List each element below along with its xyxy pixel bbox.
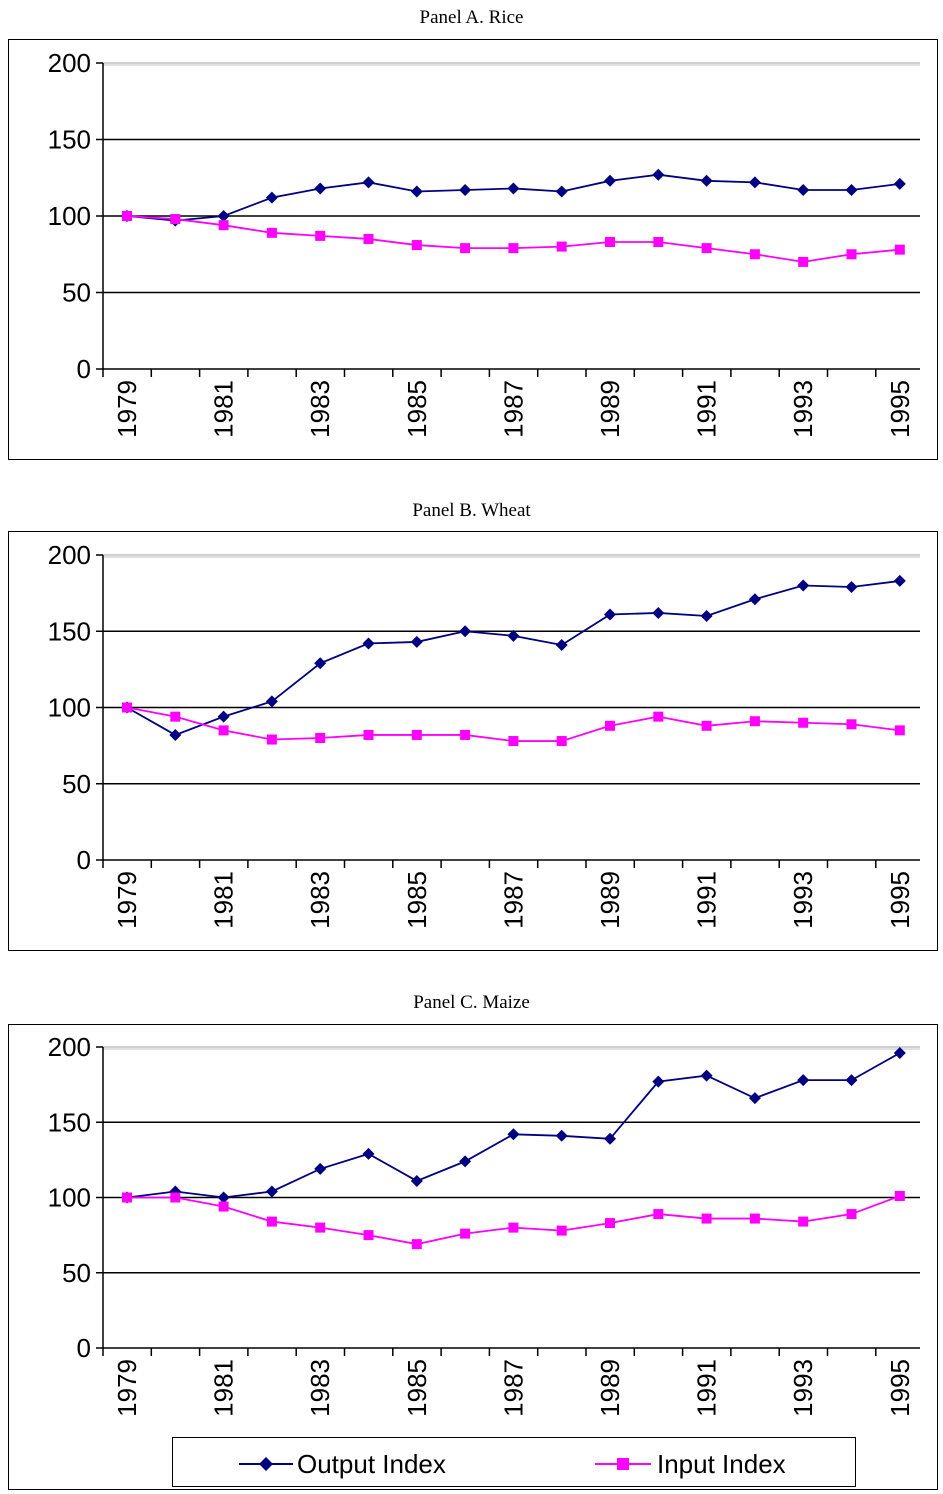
panel-a-title: Panel A. Rice <box>419 7 524 28</box>
panel-b-chart-frame <box>8 531 938 951</box>
panel-b-title: Panel B. Wheat <box>412 500 531 521</box>
legend-graphic: Output Index Input Index <box>239 1449 786 1479</box>
chart-legend: Output Index Input Index <box>172 1437 856 1487</box>
panel-a-chart-frame <box>8 39 938 460</box>
legend-input-label: Input Index <box>657 1449 786 1479</box>
legend-output-diamond-icon <box>259 1457 273 1471</box>
panel-c-chart-frame <box>8 1024 938 1490</box>
legend-input-square-icon <box>617 1458 629 1470</box>
panel-c-title: Panel C. Maize <box>413 992 530 1013</box>
legend-output-label: Output Index <box>297 1449 446 1479</box>
